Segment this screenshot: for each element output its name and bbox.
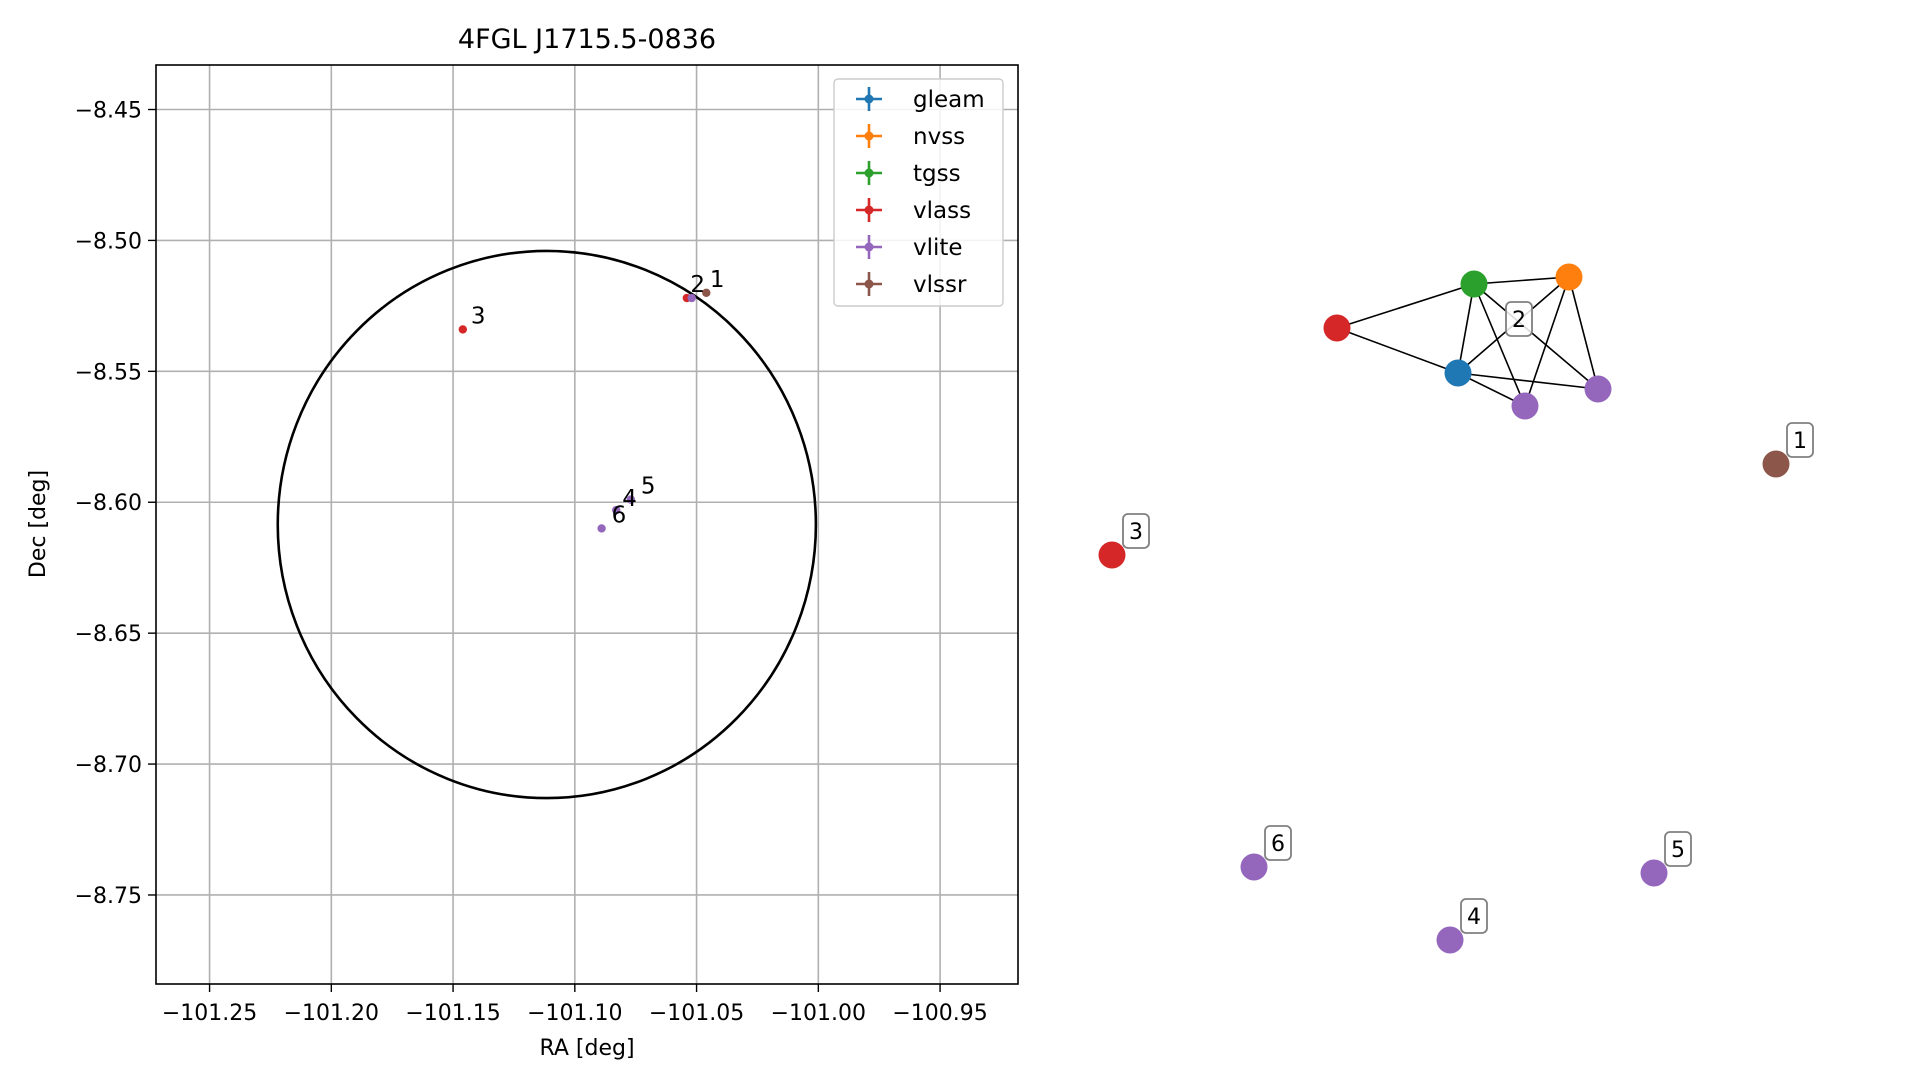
graph-node (1584, 375, 1612, 403)
y-tick-label: −8.60 (75, 491, 142, 516)
source-point-vlite (612, 505, 621, 515)
y-tick-label: −8.55 (75, 360, 142, 385)
graph-node (1511, 392, 1539, 420)
point-annotation: 1 (710, 267, 725, 293)
graph-node-label: 5 (1664, 831, 1692, 867)
legend-entry-vlass: vlass (856, 198, 971, 224)
point-annotation: 3 (471, 303, 486, 329)
node-label-text: 6 (1271, 832, 1285, 857)
x-tick-label: −100.95 (892, 1001, 987, 1026)
graph-node-labels: 1 3 6 4 5 2 (1122, 301, 1814, 934)
y-tick-label: −8.70 (75, 753, 142, 778)
y-tick-label: −8.75 (75, 884, 142, 909)
legend-entry-gleam: gleam (856, 87, 985, 113)
graph-node-label: 3 (1122, 513, 1150, 549)
legend-marker-dot (864, 279, 874, 289)
graph-edge (1568, 276, 1599, 390)
graph-node (1240, 853, 1268, 881)
x-tick-label: −101.25 (162, 1001, 257, 1026)
node-label-box (1264, 825, 1292, 861)
node-label-text: 5 (1671, 838, 1685, 863)
graph-node-label: 6 (1264, 825, 1292, 861)
source-point-vlass (458, 325, 468, 334)
legend-label: tgss (913, 161, 961, 187)
graph-edge (1457, 283, 1475, 374)
legend-marker-dot (864, 242, 874, 252)
legend-label: gleam (913, 87, 985, 113)
source-point-vlite (687, 293, 696, 303)
legend: gleam nvss tgss vlass vlite vlssr (833, 78, 1004, 307)
y-tick-label: −8.65 (75, 622, 142, 647)
x-tick-label: −101.00 (771, 1001, 866, 1026)
association-graph: 1 3 6 4 5 2 (1098, 263, 1814, 954)
y-axis-label: Dec [deg] (26, 470, 51, 578)
graph-edge (1336, 327, 1459, 374)
error-ellipse (276, 249, 818, 800)
graph-node (1640, 859, 1668, 887)
legend-marker-dot (864, 168, 874, 178)
graph-edge (1457, 372, 1599, 390)
graph-node (1555, 263, 1583, 291)
source-point-vlssr (702, 288, 711, 297)
legend-entry-vlite: vlite (856, 235, 963, 261)
legend-marker-dot (864, 131, 874, 141)
node-label-box (1786, 422, 1814, 458)
chart-title: 4FGL J1715.5-0836 (458, 24, 716, 55)
node-label-box (1505, 301, 1533, 337)
legend-label: vlite (913, 235, 963, 261)
point-annotations: 2 1 3 546 (471, 267, 725, 529)
graph-node-label: 4 (1460, 898, 1488, 934)
node-label-box (1664, 831, 1692, 867)
graph-node (1098, 541, 1126, 569)
node-label-text: 4 (1467, 905, 1481, 930)
legend-marker-dot (864, 94, 874, 104)
x-tick-label: −101.20 (284, 1001, 379, 1026)
legend-entry-nvss: nvss (856, 124, 965, 150)
node-label-text: 3 (1129, 520, 1143, 545)
graph-node (1444, 359, 1472, 387)
x-tick-label: −101.05 (649, 1001, 744, 1026)
legend-label: vlass (913, 198, 971, 224)
graph-cluster-label: 2 (1505, 301, 1533, 337)
error-ellipse-layer (276, 249, 818, 800)
y-axis-ticks: −8.45 −8.50 −8.55 −8.60 −8.65 −8.70 −8.75 (75, 99, 156, 909)
source-point-vlite (626, 495, 636, 504)
source-points (458, 288, 711, 533)
point-annotation: 2 (690, 272, 705, 298)
legend-marker-dot (864, 205, 874, 215)
graph-edge (1473, 283, 1526, 407)
legend-entry-tgss: tgss (856, 161, 961, 187)
graph-edge (1473, 283, 1599, 390)
x-axis-ticks: −101.25 −101.20 −101.15 −101.10 −101.05 −101.… (162, 984, 988, 1026)
point-annotation: 5 (641, 474, 656, 500)
graph-edge (1524, 276, 1570, 407)
plot-frame (155, 64, 1019, 985)
graph-edge (1473, 276, 1570, 285)
node-label-box (1122, 513, 1150, 549)
x-axis-label: RA [deg] (539, 1036, 634, 1061)
source-point-vlite (597, 524, 606, 533)
y-tick-label: −8.45 (75, 99, 142, 124)
graph-node (1436, 926, 1464, 954)
point-annotation: 4 (622, 486, 637, 512)
graph-edge (1336, 283, 1475, 329)
y-tick-label: −8.50 (75, 229, 142, 254)
node-label-box (1460, 898, 1488, 934)
legend-label: nvss (913, 124, 965, 150)
point-annotation: 6 (612, 502, 627, 528)
x-tick-label: −101.10 (527, 1001, 622, 1026)
graph-node-label: 1 (1786, 422, 1814, 458)
graph-node (1762, 450, 1790, 478)
graph-nodes (1098, 263, 1790, 954)
graph-node (1460, 270, 1488, 298)
legend-label: vlssr (913, 272, 967, 298)
node-label-text: 1 (1793, 429, 1807, 454)
graph-node (1323, 314, 1351, 342)
legend-entry-vlssr: vlssr (856, 272, 967, 298)
x-tick-label: −101.15 (405, 1001, 500, 1026)
node-label-text: 2 (1512, 308, 1526, 333)
